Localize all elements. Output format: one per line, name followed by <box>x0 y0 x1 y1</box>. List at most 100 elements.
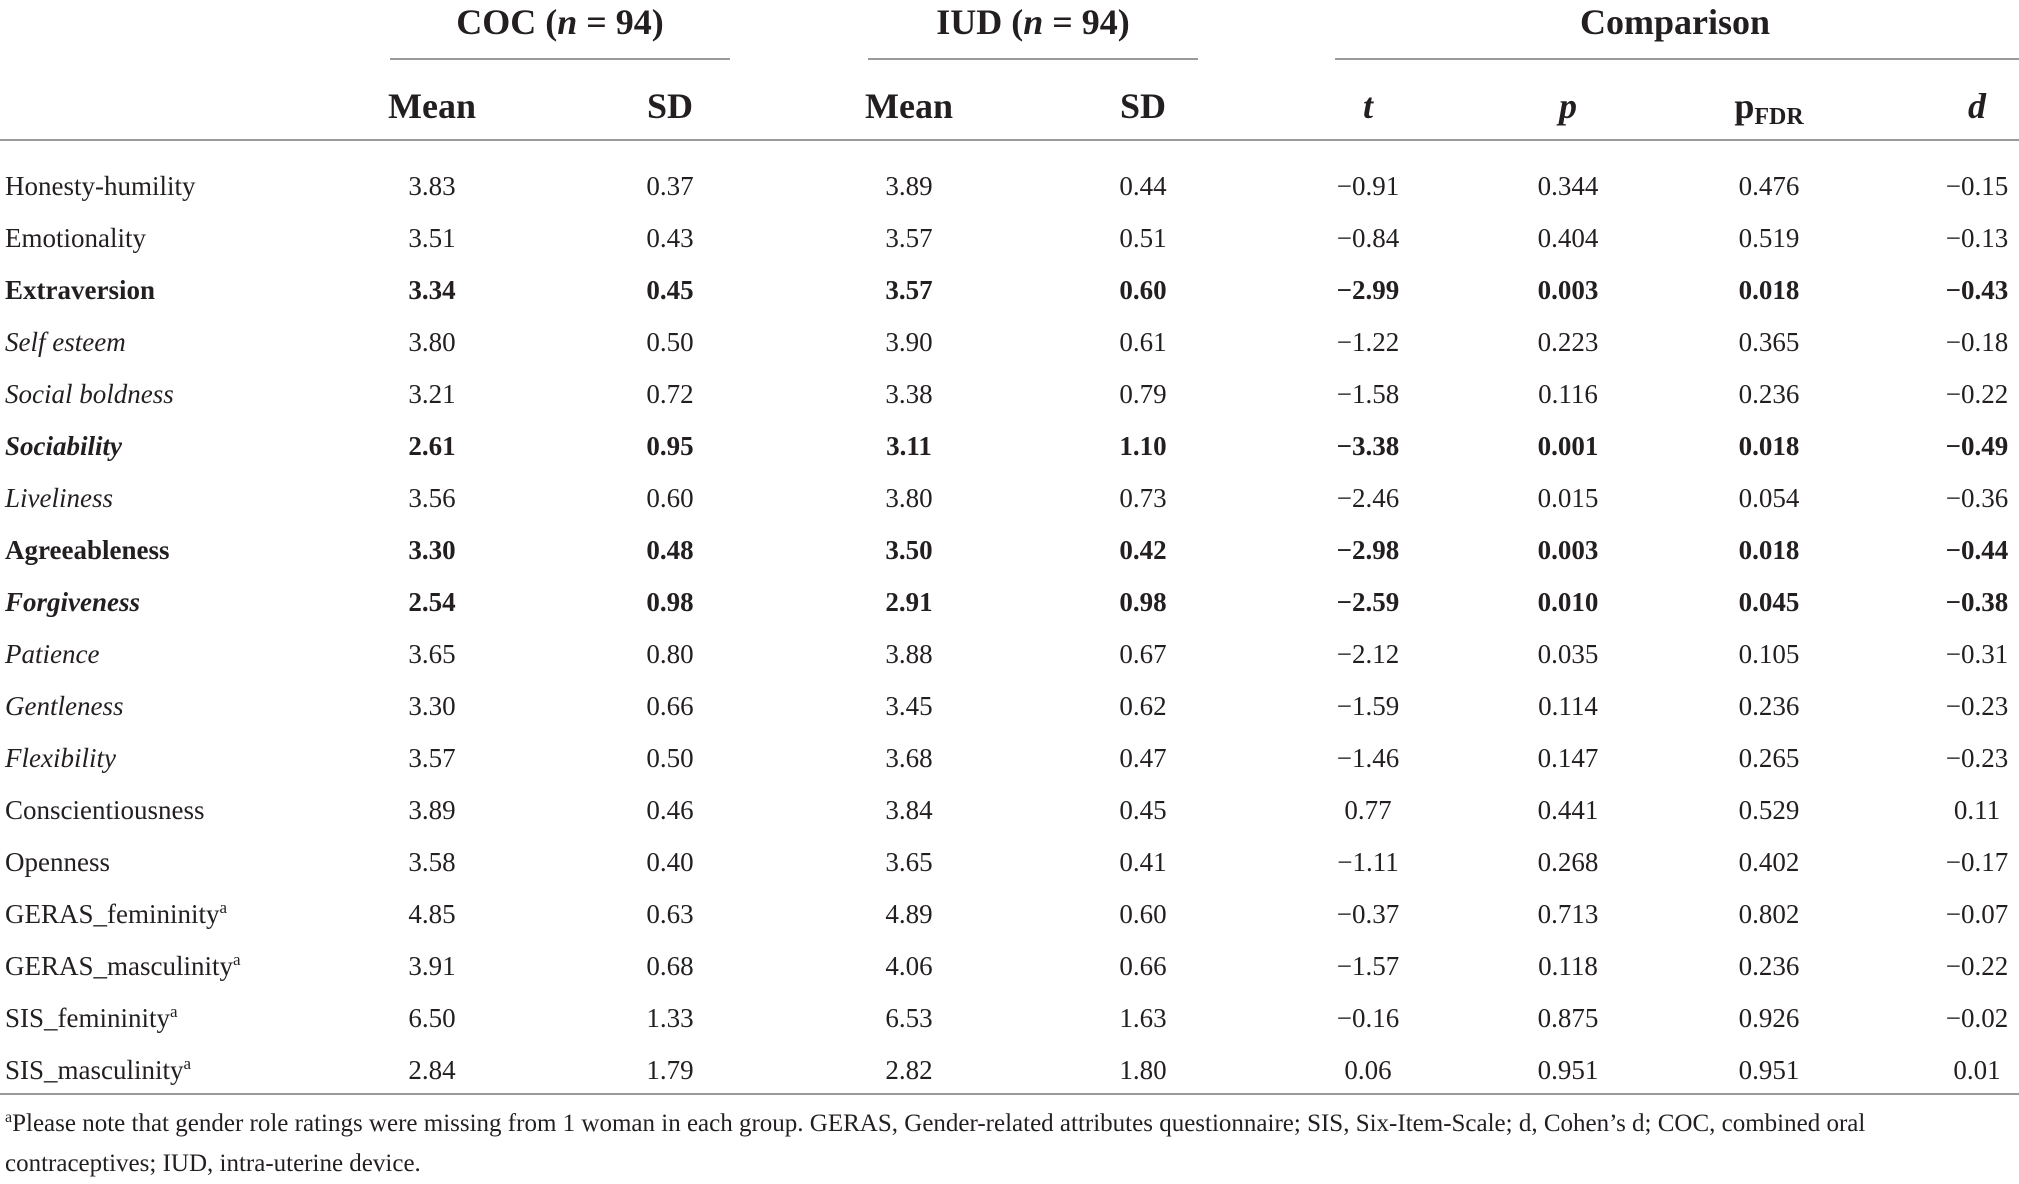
row-label: Forgiveness <box>5 587 140 617</box>
cell-coc-mean: 3.30 <box>408 535 456 565</box>
cell-d: −0.13 <box>1945 223 2009 253</box>
cell-coc-sd: 0.60 <box>646 483 694 513</box>
cell-p: 0.116 <box>1538 379 1598 409</box>
cell-coc-sd: 0.80 <box>646 639 694 669</box>
cell-iud-mean: 3.89 <box>885 171 933 201</box>
cell-d: −0.23 <box>1945 743 2009 773</box>
cell-iud-sd: 0.60 <box>1119 275 1167 305</box>
cell-d: 0.01 <box>1953 1055 2001 1085</box>
table-row: Emotionality 3.51 0.43 3.57 0.51 −0.84 0.404 0.… <box>0 216 2019 268</box>
cell-p: 0.223 <box>1537 327 1599 357</box>
row-label: GERAS_masculinitya <box>5 950 241 981</box>
cell-pfdr: 0.529 <box>1738 795 1800 825</box>
col-header-p: p <box>1559 86 1577 126</box>
cell-coc-mean: 3.65 <box>408 639 456 669</box>
cell-coc-mean: 3.91 <box>408 951 456 981</box>
table-row: Flexibility 3.57 0.50 3.68 0.47 −1.46 0.147 0.2… <box>0 736 2019 788</box>
row-label: Gentleness <box>5 691 124 721</box>
table-row: SIS_femininitya 6.50 1.33 6.53 1.63 −0.16 0.87… <box>0 996 2019 1048</box>
cell-iud-sd: 0.62 <box>1119 691 1167 721</box>
cell-p: 0.035 <box>1537 639 1599 669</box>
cell-t: −1.58 <box>1336 379 1400 409</box>
row-label: Social boldness <box>5 379 174 409</box>
cell-iud-mean: 3.38 <box>885 379 933 409</box>
cell-t: −1.59 <box>1336 691 1400 721</box>
table-row: Patience 3.65 0.80 3.88 0.67 −2.12 0.035 0.105 −… <box>0 632 2019 684</box>
cell-p: 0.147 <box>1537 743 1599 773</box>
row-label: Sociability <box>5 431 122 461</box>
col-header-iud-mean: Mean <box>865 86 953 126</box>
cell-p: 0.951 <box>1537 1055 1599 1085</box>
row-label: Extraversion <box>5 275 155 305</box>
cell-t: −2.59 <box>1336 587 1400 617</box>
row-label: Conscientiousness <box>5 795 205 825</box>
cell-pfdr: 0.926 <box>1738 1003 1800 1033</box>
cell-iud-sd: 0.44 <box>1119 171 1167 201</box>
table-row: Openness 3.58 0.40 3.65 0.41 −1.11 0.268 0.402 −… <box>0 840 2019 892</box>
cell-p: 0.875 <box>1537 1003 1599 1033</box>
cell-p: 0.003 <box>1537 275 1599 305</box>
group-header-comparison: Comparison <box>1579 2 1771 42</box>
cell-coc-sd: 0.37 <box>646 171 694 201</box>
cell-t: −1.46 <box>1336 743 1400 773</box>
cell-p: 0.344 <box>1537 171 1599 201</box>
cell-t: −1.57 <box>1336 951 1400 981</box>
cell-coc-sd: 0.66 <box>646 691 694 721</box>
cell-iud-sd: 1.63 <box>1119 1003 1167 1033</box>
table-row: Social boldness 3.21 0.72 3.38 0.79 −1.58 0.11… <box>0 372 2019 424</box>
col-header-coc-mean: Mean <box>388 86 476 126</box>
cell-d: −0.43 <box>1945 275 2009 305</box>
cell-t: −0.16 <box>1336 1003 1400 1033</box>
group-rule-comparison <box>1335 58 2019 60</box>
cell-iud-mean: 3.80 <box>885 483 933 513</box>
cell-pfdr: 0.802 <box>1738 899 1800 929</box>
cell-t: −0.91 <box>1336 171 1400 201</box>
table-row: Forgiveness 2.54 0.98 2.91 0.98 −2.59 0.010 0.0… <box>0 580 2019 632</box>
cell-iud-mean: 3.68 <box>885 743 933 773</box>
cell-p: 0.118 <box>1538 951 1598 981</box>
cell-t: −2.12 <box>1336 639 1400 669</box>
cell-pfdr: 0.402 <box>1738 847 1800 877</box>
cell-iud-sd: 0.67 <box>1119 639 1167 669</box>
row-label: Patience <box>5 639 100 669</box>
table-row: SIS_masculinitya 2.84 1.79 2.82 1.80 0.06 0.95… <box>0 1048 2019 1100</box>
cell-t: −3.38 <box>1336 431 1400 461</box>
cell-coc-mean: 3.30 <box>408 691 456 721</box>
table-row: Sociability 2.61 0.95 3.11 1.10 −3.38 0.001 0.0… <box>0 424 2019 476</box>
cell-pfdr: 0.018 <box>1738 535 1800 565</box>
cell-pfdr: 0.236 <box>1738 951 1800 981</box>
cell-coc-sd: 0.43 <box>646 223 694 253</box>
cell-d: −0.31 <box>1945 639 2009 669</box>
table-body: Honesty-humility 3.83 0.37 3.89 0.44 −0.91 0.3… <box>0 164 2019 1100</box>
table-row: Extraversion 3.34 0.45 3.57 0.60 −2.99 0.003 0.… <box>0 268 2019 320</box>
cell-coc-mean: 3.80 <box>408 327 456 357</box>
cell-iud-sd: 0.42 <box>1119 535 1167 565</box>
cell-coc-mean: 4.85 <box>408 899 456 929</box>
cell-iud-sd: 0.61 <box>1119 327 1167 357</box>
cell-t: −2.98 <box>1336 535 1400 565</box>
header-rule <box>0 139 2019 141</box>
row-label: Openness <box>5 847 110 877</box>
cell-coc-sd: 1.79 <box>646 1055 694 1085</box>
cell-p: 0.441 <box>1537 795 1599 825</box>
cell-coc-mean: 3.21 <box>408 379 456 409</box>
cell-d: −0.23 <box>1945 691 2009 721</box>
cell-t: −0.84 <box>1336 223 1400 253</box>
cell-iud-mean: 3.11 <box>886 431 932 461</box>
cell-p: 0.001 <box>1537 431 1599 461</box>
cell-d: −0.22 <box>1945 379 2009 409</box>
col-header-pfdr: pFDR <box>1734 86 1804 130</box>
table-row: Agreeableness 3.30 0.48 3.50 0.42 −2.98 0.003 0… <box>0 528 2019 580</box>
row-label: Agreeableness <box>5 535 170 565</box>
table-footnote: aPlease note that gender role ratings we… <box>5 1109 1866 1178</box>
cell-t: −2.46 <box>1336 483 1400 513</box>
cell-t: −1.22 <box>1336 327 1400 357</box>
cell-coc-mean: 3.34 <box>408 275 456 305</box>
table-row: Gentleness 3.30 0.66 3.45 0.62 −1.59 0.114 0.23… <box>0 684 2019 736</box>
row-label: Self esteem <box>5 327 126 357</box>
cell-p: 0.114 <box>1538 691 1598 721</box>
row-label: SIS_masculinitya <box>5 1054 192 1085</box>
cell-pfdr: 0.045 <box>1738 587 1800 617</box>
cell-iud-sd: 0.73 <box>1119 483 1167 513</box>
